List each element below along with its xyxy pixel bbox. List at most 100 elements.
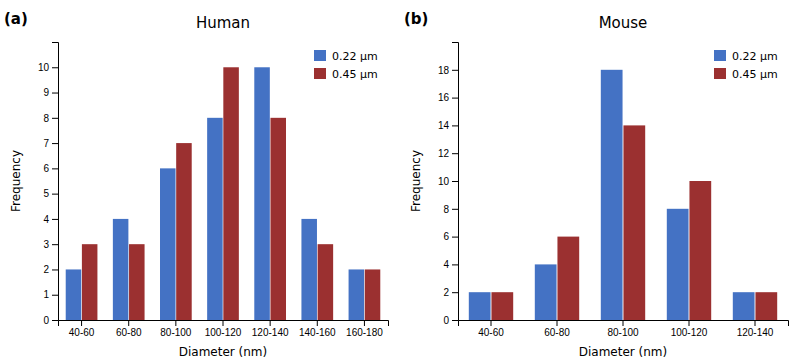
bar — [66, 269, 82, 320]
legend-swatch — [714, 68, 726, 79]
x-tick-mark — [81, 320, 82, 326]
bar — [365, 269, 381, 320]
y-tick-mark — [52, 320, 58, 321]
y-tick-label: 1 — [43, 289, 49, 300]
figure: 01234567891040-6060-8080-100100-120120-1… — [0, 0, 800, 364]
y-axis-title: Frequency — [409, 150, 423, 212]
bars — [469, 70, 777, 320]
series — [491, 125, 777, 320]
bar — [176, 143, 192, 320]
title: Human — [196, 14, 250, 32]
panel: 02468101214161840-6060-8080-100100-12012… — [404, 10, 789, 359]
y-tick-label: 2 — [443, 287, 449, 298]
bar — [689, 181, 711, 320]
y-tick-label: 5 — [43, 188, 49, 199]
x-tick-mark — [689, 320, 690, 326]
y-tick-mark — [452, 70, 458, 71]
bar — [129, 244, 145, 320]
y-tick-mark — [52, 295, 58, 296]
bar — [667, 209, 689, 320]
x-tick-label: 140-160 — [299, 327, 336, 338]
bar — [254, 67, 270, 320]
x-tick-label: 160-180 — [346, 327, 383, 338]
x-axis-line — [59, 321, 389, 327]
x-tick-label: 80-100 — [607, 327, 639, 338]
y-tick-label: 10 — [438, 176, 450, 187]
y-tick-mark — [452, 237, 458, 238]
series — [82, 67, 380, 320]
y-tick-label: 10 — [38, 62, 50, 73]
x-tick-mark — [491, 320, 492, 326]
x-axis: 40-6060-8080-100100-120120-140 — [459, 320, 789, 338]
panel-label: (b) — [404, 10, 428, 28]
y-tick-mark — [52, 93, 58, 94]
x-tick-label: 40-60 — [478, 327, 504, 338]
legend-label: 0.45 μm — [332, 68, 378, 81]
y-tick: 0 — [443, 315, 458, 326]
y-tick-mark — [452, 125, 458, 126]
bar — [113, 219, 129, 320]
y-tick: 3 — [43, 239, 58, 250]
y-tick-label: 2 — [43, 264, 49, 275]
y-tick: 0 — [43, 315, 58, 326]
bar — [601, 70, 623, 320]
bar — [318, 244, 334, 320]
y-tick-label: 16 — [438, 92, 450, 103]
y-tick-mark — [52, 194, 58, 195]
y-tick-mark — [52, 219, 58, 220]
y-tick: 4 — [43, 214, 58, 225]
bar — [349, 269, 365, 320]
y-tick: 6 — [43, 163, 58, 174]
bar — [755, 292, 777, 320]
bar — [491, 292, 513, 320]
y-tick-mark — [52, 143, 58, 144]
y-tick-label: 12 — [438, 148, 450, 159]
y-tick-mark — [52, 244, 58, 245]
y-tick: 7 — [43, 138, 58, 149]
y-tick-label: 4 — [43, 214, 49, 225]
legend-label: 0.22 μm — [332, 50, 378, 63]
x-tick-mark — [128, 320, 129, 326]
y-tick-label: 14 — [438, 120, 450, 131]
legend-item: 0.45 μm — [314, 68, 378, 81]
x-tick: 40-60 — [478, 320, 504, 338]
y-tick: 8 — [43, 113, 58, 124]
x-tick-mark — [175, 320, 176, 326]
x-tick: 160-180 — [346, 320, 383, 338]
x-tick-label: 120-140 — [252, 327, 289, 338]
series — [66, 67, 364, 320]
y-tick: 14 — [438, 120, 458, 131]
y-tick: 6 — [443, 231, 458, 242]
x-tick: 40-60 — [69, 320, 95, 338]
y-tick-label: 8 — [43, 113, 49, 124]
legend-item: 0.22 μm — [314, 50, 378, 63]
x-tick: 120-140 — [737, 320, 774, 338]
y-tick-mark — [452, 264, 458, 265]
y-axis: 024681012141618 — [438, 43, 459, 326]
y-tick-label: 0 — [43, 315, 49, 326]
x-tick-label: 80-100 — [160, 327, 192, 338]
x-tick-mark — [755, 320, 756, 326]
y-axis: 012345678910 — [38, 43, 59, 326]
y-tick: 4 — [443, 259, 458, 270]
y-tick-mark — [452, 153, 458, 154]
x-axis-title: Diameter (nm) — [579, 345, 668, 359]
x-tick-mark — [270, 320, 271, 326]
legend-item: 0.45 μm — [714, 68, 778, 81]
y-tick-mark — [452, 292, 458, 293]
legend-label: 0.45 μm — [732, 68, 778, 81]
y-tick-label: 6 — [443, 231, 449, 242]
legend-background — [706, 44, 784, 90]
x-tick-mark — [364, 320, 365, 326]
y-tick-mark — [52, 168, 58, 169]
bar — [82, 244, 98, 320]
y-tick: 16 — [438, 92, 458, 103]
y-tick-mark — [452, 209, 458, 210]
bar — [270, 118, 286, 320]
y-tick: 2 — [443, 287, 458, 298]
x-tick: 60-80 — [544, 320, 570, 338]
x-tick: 80-100 — [607, 320, 639, 338]
y-tick-mark — [52, 67, 58, 68]
x-tick: 80-100 — [160, 320, 192, 338]
y-tick: 1 — [43, 289, 58, 300]
